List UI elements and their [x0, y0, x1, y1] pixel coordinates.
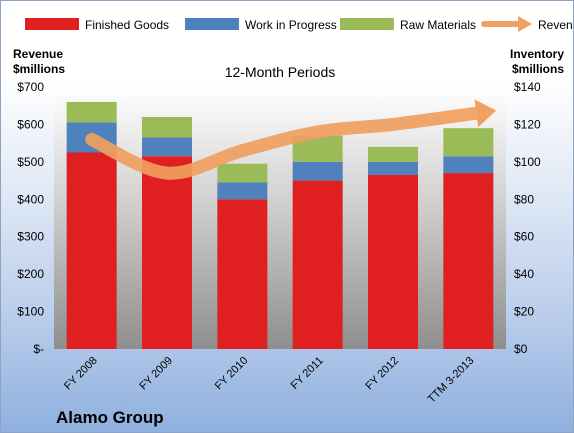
- bar-segment: [217, 182, 268, 200]
- x-tick-label: FY 2012: [363, 355, 401, 393]
- bar-segment: [443, 128, 494, 157]
- footer-company-name: Alamo Group: [56, 408, 164, 427]
- bar-segment: [217, 163, 268, 183]
- right-tick-label: $80: [514, 192, 534, 206]
- revenue-arrowhead: [474, 99, 497, 128]
- legend-swatch: [340, 18, 394, 30]
- bar-segment: [142, 137, 192, 157]
- legend-label: Finished Goods: [85, 18, 169, 32]
- x-tick-label: TTM 3-2013: [426, 355, 477, 406]
- x-tick-label: FY 2010: [213, 355, 251, 393]
- bar-segment: [292, 180, 343, 349]
- right-axis-title: Inventory: [510, 47, 564, 61]
- legend-label: Work in Progress: [245, 18, 337, 32]
- right-tick-label: $100: [514, 155, 541, 169]
- legend-label: Raw Materials: [400, 18, 476, 32]
- legend-label: Revenue: [538, 18, 573, 32]
- bar-segment: [368, 146, 418, 162]
- bar-segment: [66, 101, 117, 123]
- plot-area: [54, 87, 506, 349]
- left-tick-label: $700: [17, 80, 44, 94]
- right-axis-title-unit: $millions: [512, 62, 564, 76]
- right-tick-label: $0: [514, 342, 528, 356]
- right-tick-label: $140: [514, 80, 541, 94]
- right-tick-label: $120: [514, 117, 541, 131]
- left-tick-label: $600: [17, 117, 44, 131]
- left-tick-label: $200: [17, 267, 44, 281]
- revenue-line: [85, 106, 483, 180]
- bar-segment: [368, 174, 418, 349]
- bar-segment: [142, 156, 192, 349]
- left-tick-label: $400: [17, 192, 44, 206]
- bar-segment: [368, 161, 418, 175]
- legend-swatch: [185, 18, 239, 30]
- x-tick-label: FY 2009: [137, 355, 175, 393]
- right-tick-label: $60: [514, 230, 534, 244]
- right-tick-label: $40: [514, 267, 534, 281]
- left-tick-label: $500: [17, 155, 44, 169]
- bar-segment: [292, 161, 343, 181]
- bar-segment: [66, 152, 117, 349]
- x-tick-label: FY 2008: [62, 355, 100, 393]
- x-tick-label: FY 2011: [289, 355, 326, 392]
- left-axis-title: Revenue: [13, 47, 63, 61]
- bar-segment: [217, 199, 268, 349]
- bar-segment: [443, 156, 494, 174]
- left-tick-label: $100: [17, 305, 44, 319]
- bar-segment: [142, 116, 192, 138]
- chart-title: 12-Month Periods: [225, 64, 336, 80]
- left-tick-label: $300: [17, 230, 44, 244]
- left-axis-title-unit: $millions: [13, 62, 65, 76]
- left-tick-label: $-: [33, 342, 44, 356]
- legend-swatch: [25, 18, 79, 30]
- bar-segment: [443, 173, 494, 349]
- right-tick-label: $20: [514, 305, 534, 319]
- legend-arrow-icon: [518, 16, 532, 32]
